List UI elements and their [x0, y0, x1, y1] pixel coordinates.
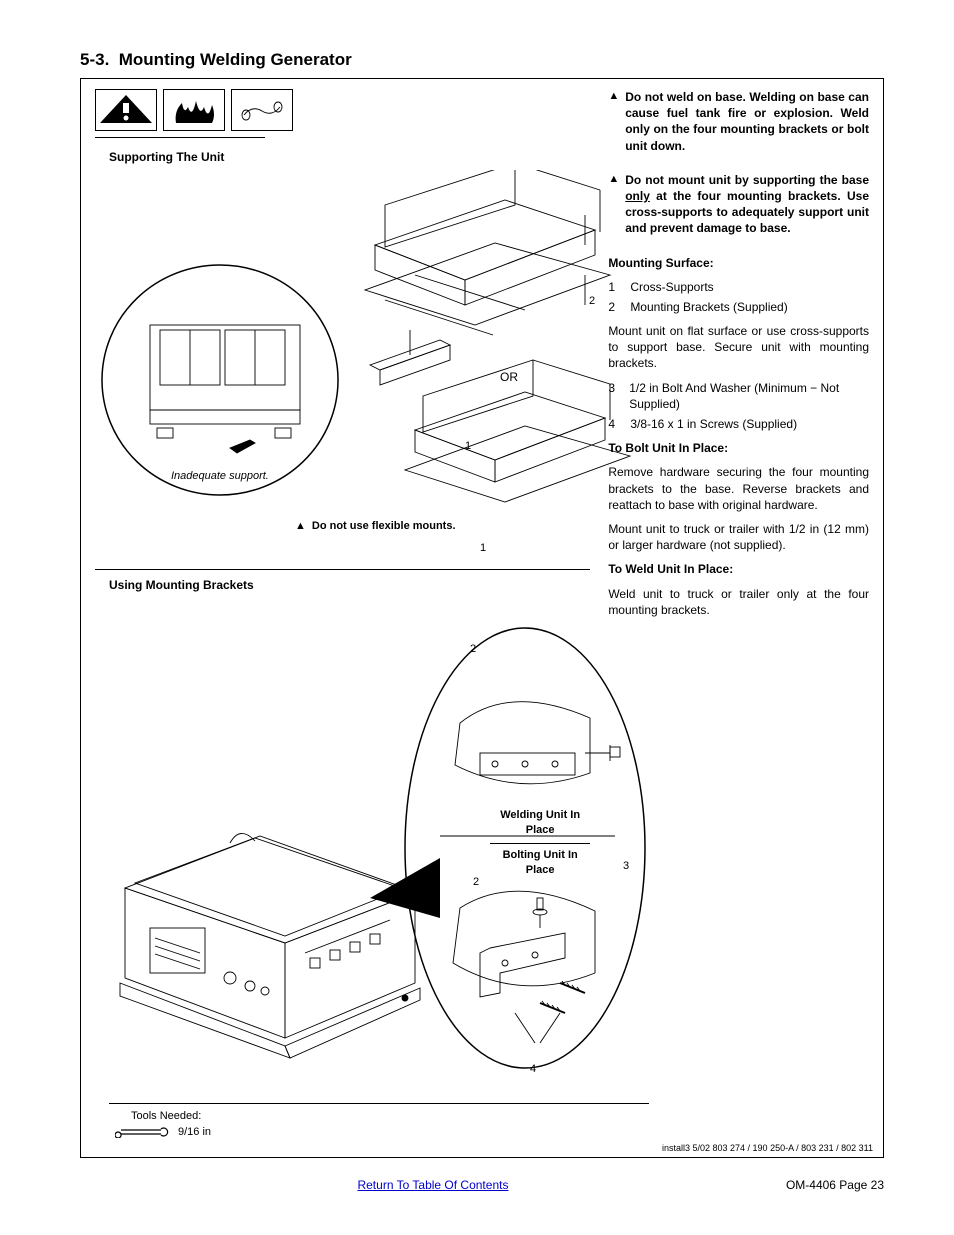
callout-2b: 2	[470, 643, 476, 655]
brackets-diagram-area: 2 2 3 4 Welding Unit In Place Bolting Un…	[95, 598, 590, 1138]
page-footer: Return To Table Of Contents OM-4406 Page…	[80, 1178, 884, 1192]
callout-2a: 2	[589, 295, 595, 307]
content-frame: Supporting The Unit	[80, 78, 884, 1158]
callout-1b: 1	[480, 542, 486, 554]
support-diagram-area: 2 OR 1 1 Inadequate support. ▲ Do not us…	[95, 170, 590, 570]
tools-needed: Tools Needed: 9/16 in	[109, 1103, 649, 1138]
page-number: OM-4406 Page 23	[786, 1178, 884, 1192]
callout-2c: 2	[473, 876, 479, 888]
warning-weld-base: ▲ Do not weld on base. Welding on base c…	[608, 89, 869, 162]
inadequate-label: Inadequate support.	[171, 470, 269, 482]
section-heading: 5-3. Mounting Welding Generator	[80, 50, 884, 70]
or-label: OR	[500, 370, 518, 384]
flex-mount-warning: ▲ Do not use flexible mounts.	[295, 520, 456, 532]
callout-4: 4	[530, 1063, 536, 1075]
toc-link[interactable]: Return To Table Of Contents	[357, 1178, 508, 1192]
warning-icon	[95, 89, 157, 131]
fire-icon	[163, 89, 225, 131]
oval-labels: Welding Unit In Place Bolting Unit In Pl…	[490, 808, 590, 879]
wrench-icon	[115, 1126, 170, 1138]
supporting-title: Supporting The Unit	[109, 150, 590, 164]
callout-3: 3	[623, 860, 629, 872]
hazard-icons-row	[95, 89, 265, 138]
manual-icon	[231, 89, 293, 131]
reference-code: install3 5/02 803 274 / 190 250-A / 803 …	[662, 1143, 873, 1153]
brackets-title: Using Mounting Brackets	[109, 578, 590, 592]
callout-1a: 1	[465, 440, 471, 452]
